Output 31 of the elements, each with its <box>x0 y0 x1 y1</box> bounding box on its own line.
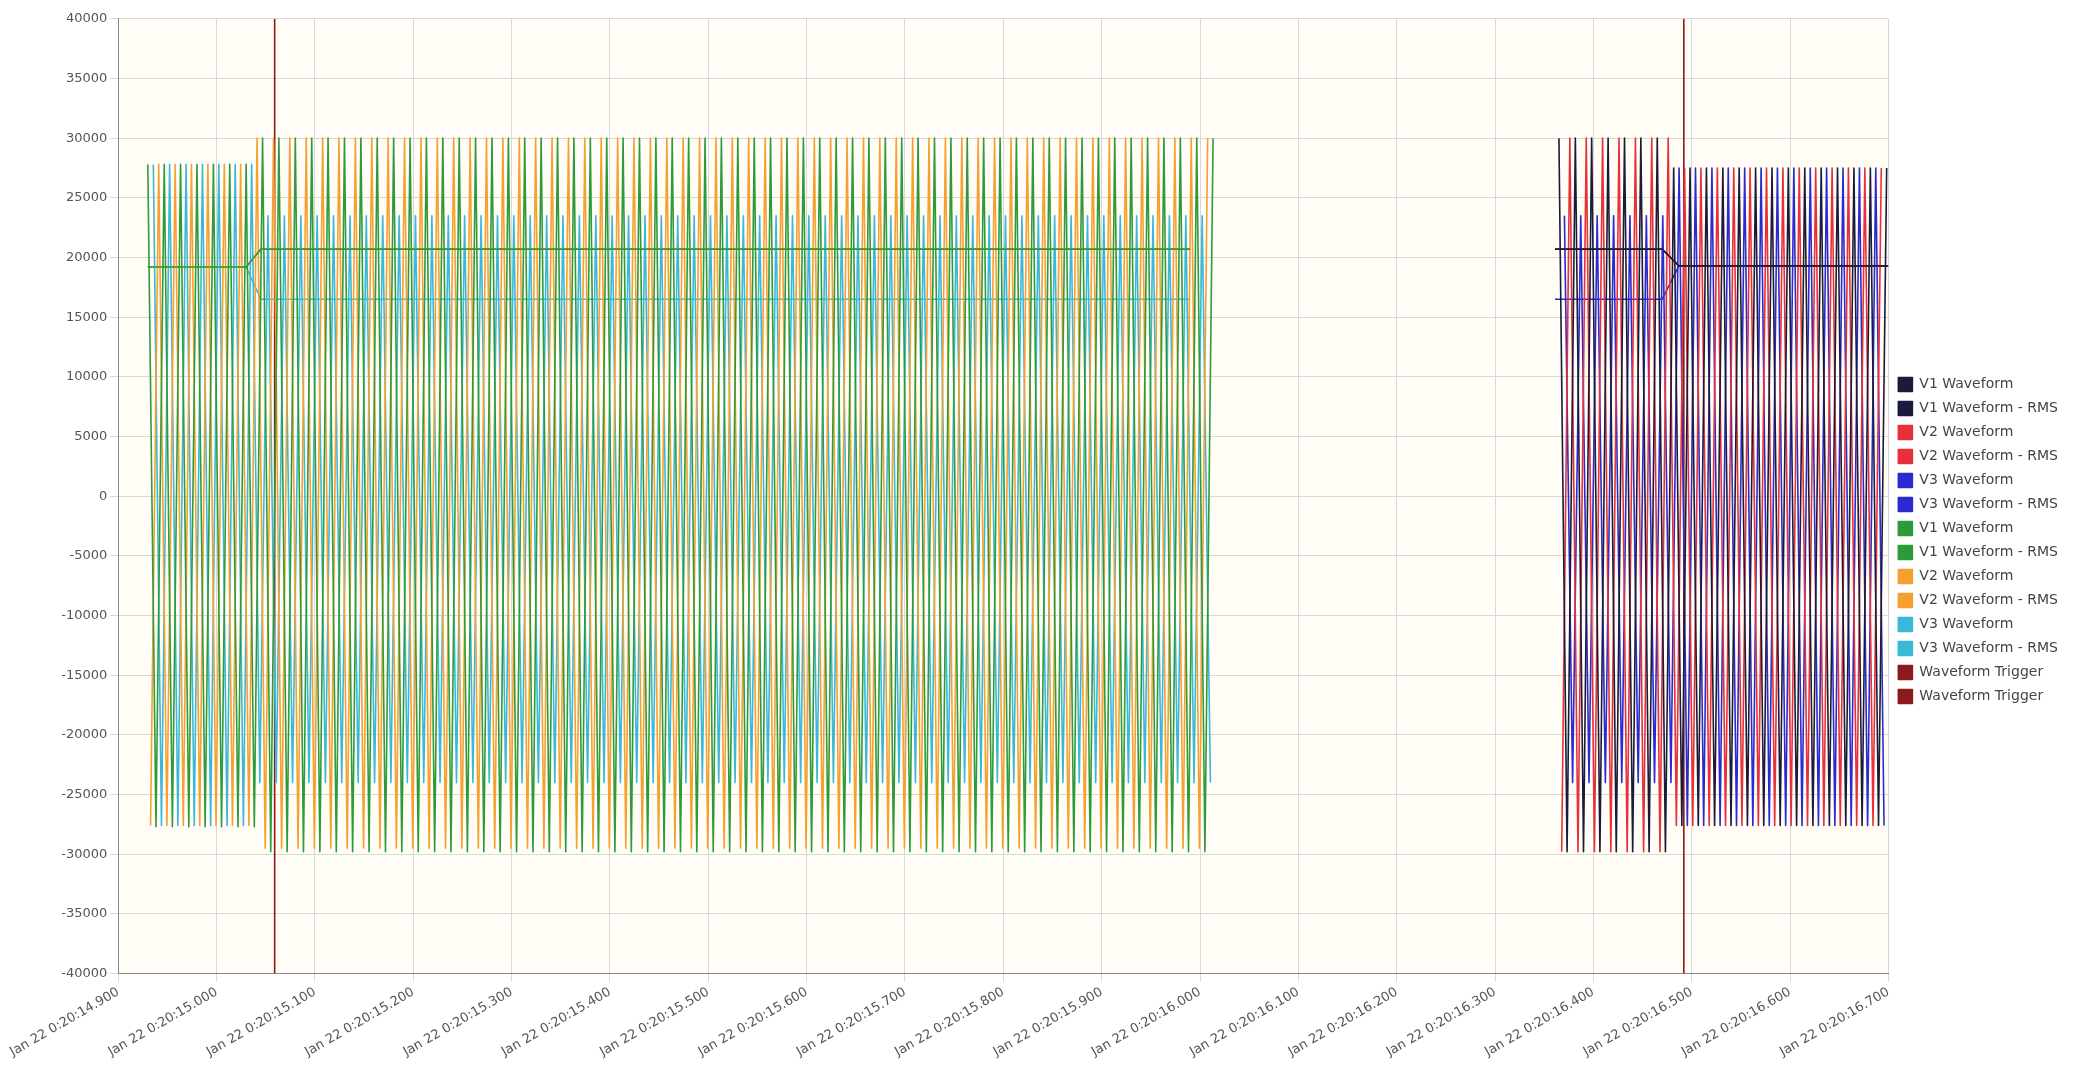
y-tick-label: 40000 <box>65 10 108 26</box>
legend-label: V3 Waveform - RMS <box>1919 639 2059 656</box>
y-tick-label: -20000 <box>61 726 108 742</box>
y-tick-label: 0 <box>99 487 108 503</box>
legend-label: V3 Waveform <box>1919 471 2014 488</box>
legend-label: V3 Waveform - RMS <box>1919 495 2059 512</box>
y-tick-label: 30000 <box>65 129 108 145</box>
y-tick-label: -25000 <box>61 785 108 801</box>
legend-label: V2 Waveform <box>1919 567 2014 584</box>
y-tick-label: 20000 <box>65 248 108 264</box>
legend-label: Waveform Trigger <box>1919 687 2044 704</box>
y-tick-label: -40000 <box>61 964 108 980</box>
y-tick-label: -35000 <box>61 905 108 921</box>
legend-label: Waveform Trigger <box>1919 663 2044 680</box>
legend-label: V3 Waveform <box>1919 615 2014 632</box>
y-tick-label: 10000 <box>65 368 108 384</box>
legend-label: V1 Waveform <box>1919 519 2014 536</box>
legend-label: V2 Waveform - RMS <box>1919 591 2059 608</box>
legend-label: V2 Waveform - RMS <box>1919 447 2059 464</box>
y-tick-label: -5000 <box>69 547 108 563</box>
y-tick-label: 15000 <box>65 308 108 324</box>
legend-label: V2 Waveform <box>1919 423 2014 440</box>
y-tick-label: -10000 <box>61 606 108 622</box>
y-tick-label: 25000 <box>65 189 108 205</box>
legend-label: V1 Waveform <box>1919 375 2014 392</box>
y-tick-label: 5000 <box>74 427 108 443</box>
y-tick-label: -15000 <box>61 666 108 682</box>
y-tick-label: -30000 <box>61 845 108 861</box>
legend-label: V1 Waveform - RMS <box>1919 543 2059 560</box>
legend-label: V1 Waveform - RMS <box>1919 399 2059 416</box>
y-tick-label: 35000 <box>65 69 108 85</box>
